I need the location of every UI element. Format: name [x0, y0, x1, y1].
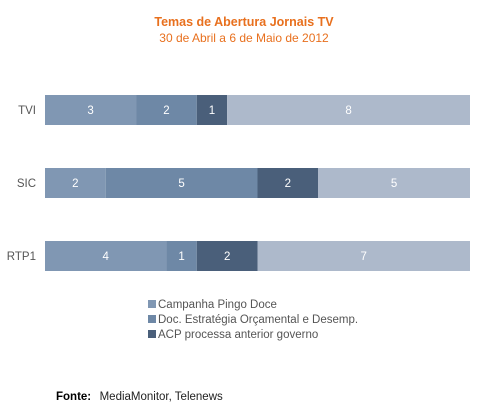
legend-label-3: ACP processa anterior governo	[158, 329, 318, 341]
bar-value-label-sic-3: 2	[285, 178, 291, 190]
legend-label-1: Campanha Pingo Doce	[158, 299, 277, 311]
bar-value-label-sic-2: 5	[178, 178, 184, 190]
bar-value-label-tvi-2: 2	[163, 105, 169, 117]
bar-value-label-rtp1-1: 4	[103, 251, 110, 263]
bar-value-label-sic-4: 5	[391, 178, 397, 190]
bar-rtp1-series-1	[45, 241, 167, 271]
bar-value-label-tvi-3: 1	[209, 105, 215, 117]
bar-value-label-tvi-4: 8	[345, 105, 351, 117]
legend-swatch-1	[148, 300, 156, 308]
bar-value-label-tvi-1: 3	[87, 105, 93, 117]
bar-value-label-sic-1: 2	[72, 178, 78, 190]
source-label: Fonte:	[56, 391, 91, 403]
bar-rtp1-series-4	[257, 241, 470, 271]
bar-sic-series-1	[45, 168, 106, 198]
bar-value-label-rtp1-4: 7	[361, 251, 367, 263]
bars-group: TVI 3 2 1 8 SIC 2 5 2 5 RTP1 4 1 2 7	[7, 95, 470, 271]
bar-value-label-rtp1-3: 2	[224, 251, 230, 263]
bar-sic-series-2	[105, 168, 258, 198]
source-note: Fonte: MediaMonitor, Telenews	[56, 387, 223, 404]
bar-value-label-rtp1-2: 1	[178, 251, 184, 263]
category-label-tvi: TVI	[18, 105, 36, 117]
bar-tvi-series-4	[227, 95, 470, 125]
bar-rtp1-series-2	[166, 241, 197, 271]
bar-tvi-series-2	[136, 95, 197, 125]
bar-rtp1-series-3	[196, 241, 258, 271]
chart-subtitle: 30 de Abril a 6 de Maio de 2012	[159, 31, 329, 45]
source-text: MediaMonitor, Telenews	[100, 391, 223, 403]
chart-title: Temas de Abertura Jornais TV	[154, 15, 334, 29]
bar-sic-series-4	[318, 168, 470, 198]
legend-swatch-3	[148, 330, 156, 338]
legend-label-2: Doc. Estratégia Orçamental e Desemp.	[158, 314, 358, 326]
bar-tvi-series-1	[45, 95, 137, 125]
bar-sic-series-3	[257, 168, 319, 198]
legend: Campanha Pingo Doce Doc. Estratégia Orçam…	[148, 299, 358, 341]
bar-tvi-series-3	[196, 95, 228, 125]
category-label-sic: SIC	[17, 178, 36, 190]
legend-swatch-2	[148, 315, 156, 323]
category-label-rtp1: RTP1	[7, 251, 36, 263]
